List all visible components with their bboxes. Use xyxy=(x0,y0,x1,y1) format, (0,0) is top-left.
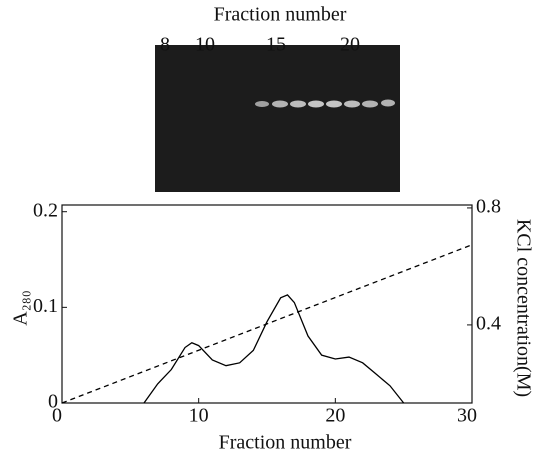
gel-lane-label: 20 xyxy=(340,34,360,56)
gel-image xyxy=(155,45,400,192)
gel-lane-label: 8 xyxy=(160,34,170,56)
x-tick-label: 0 xyxy=(52,405,62,427)
x-tick-label: 30 xyxy=(457,405,477,427)
gel-lane-label: 10 xyxy=(195,34,215,56)
x-tick-label: 20 xyxy=(325,405,345,427)
y-tick-label: 0.1 xyxy=(33,295,58,317)
data-line xyxy=(143,294,405,404)
x-axis-label: Fraction number xyxy=(219,432,352,454)
y-tick-label: 0 xyxy=(48,391,58,413)
y-axis-label: A₂₈₀ xyxy=(10,290,32,325)
y2-axis-label: KCl concentration(M) xyxy=(512,219,534,397)
y-tick-label: 0.2 xyxy=(33,199,58,221)
y2-tick-label: 0.4 xyxy=(476,313,501,335)
data-line xyxy=(61,244,473,404)
plot-frame xyxy=(61,204,473,404)
x-tick-label: 10 xyxy=(189,405,209,427)
gel-lane-label: 15 xyxy=(266,34,286,56)
gel-bands xyxy=(255,99,395,108)
y2-tick-label: 0.8 xyxy=(476,196,501,218)
gel-title: Fraction number xyxy=(214,4,347,26)
